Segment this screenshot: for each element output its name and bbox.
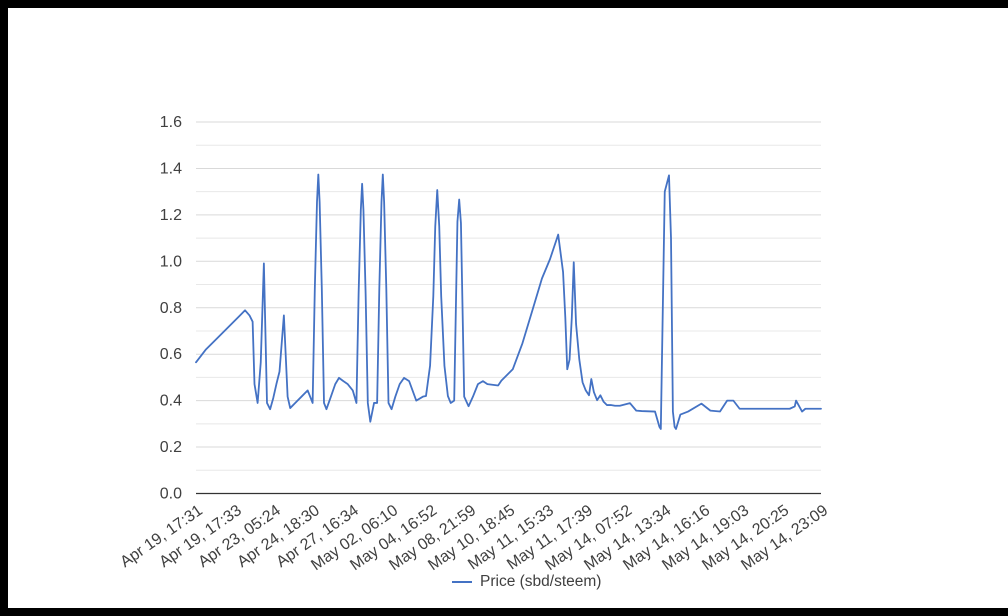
- svg-text:1.0: 1.0: [160, 253, 182, 270]
- svg-text:0.8: 0.8: [160, 300, 182, 317]
- svg-text:1.2: 1.2: [160, 207, 182, 224]
- svg-text:0.6: 0.6: [160, 346, 182, 363]
- svg-text:0.0: 0.0: [160, 486, 182, 503]
- svg-text:0.4: 0.4: [160, 393, 182, 410]
- svg-text:0.2: 0.2: [160, 439, 182, 456]
- svg-text:1.4: 1.4: [160, 160, 182, 177]
- svg-text:1.6: 1.6: [160, 114, 182, 131]
